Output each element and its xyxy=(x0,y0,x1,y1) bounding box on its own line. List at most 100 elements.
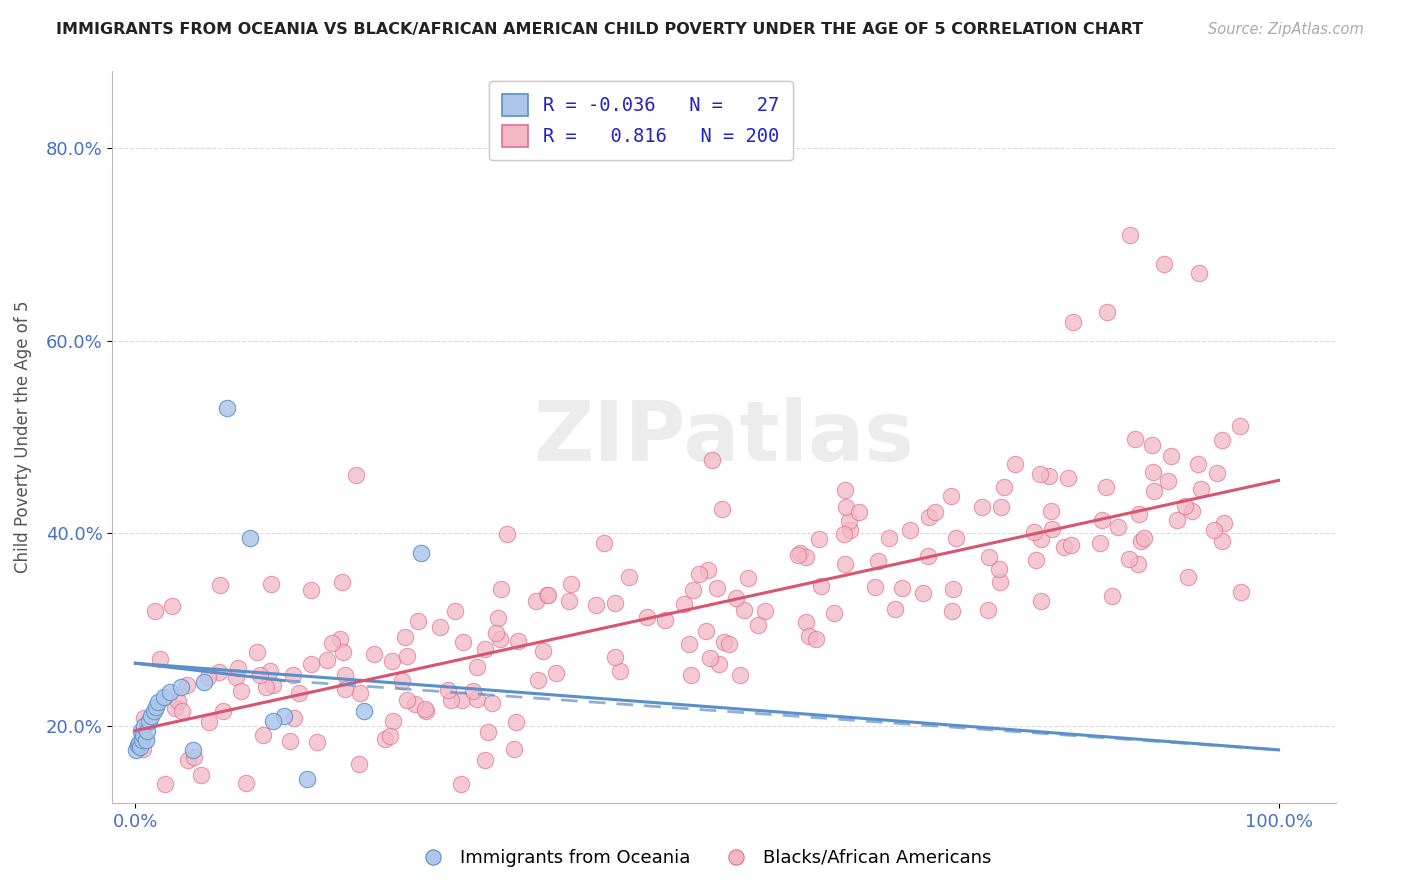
Point xyxy=(208,578,231,592)
Point xyxy=(429,620,451,634)
Point xyxy=(942,582,965,596)
Point xyxy=(413,701,436,715)
Point xyxy=(1153,257,1175,271)
Point xyxy=(134,719,156,733)
Point xyxy=(225,670,247,684)
Legend: Immigrants from Oceania, Blacks/African Americans: Immigrants from Oceania, Blacks/African … xyxy=(408,842,998,874)
Point xyxy=(505,715,527,730)
Point xyxy=(280,733,302,747)
Point xyxy=(636,610,658,624)
Point xyxy=(707,657,730,671)
Point xyxy=(381,714,404,728)
Point xyxy=(941,489,963,503)
Point xyxy=(1024,525,1046,540)
Point xyxy=(211,704,233,718)
Point xyxy=(1025,552,1047,566)
Point xyxy=(183,750,205,764)
Point xyxy=(1031,532,1053,546)
Point xyxy=(451,693,474,707)
Point xyxy=(353,705,375,719)
Point xyxy=(990,500,1012,515)
Point xyxy=(335,667,357,681)
Point xyxy=(834,500,856,515)
Point xyxy=(695,624,717,639)
Point xyxy=(799,629,821,643)
Point xyxy=(344,468,367,483)
Point xyxy=(299,657,322,671)
Point xyxy=(700,453,723,467)
Point xyxy=(728,667,751,681)
Point xyxy=(1126,558,1149,572)
Point xyxy=(316,653,339,667)
Point xyxy=(463,684,485,698)
Point xyxy=(1029,594,1052,608)
Point xyxy=(585,599,607,613)
Point xyxy=(450,776,472,790)
Point xyxy=(807,532,830,546)
Point xyxy=(558,594,581,608)
Point xyxy=(508,634,530,648)
Point xyxy=(673,597,696,611)
Point xyxy=(1062,315,1084,329)
Point xyxy=(1095,480,1118,494)
Point xyxy=(697,563,720,577)
Point xyxy=(246,644,269,658)
Point xyxy=(148,652,170,666)
Point xyxy=(176,678,198,692)
Point xyxy=(1177,570,1199,584)
Point xyxy=(329,632,352,647)
Point xyxy=(131,742,153,756)
Point xyxy=(832,526,855,541)
Point xyxy=(682,582,704,597)
Point xyxy=(1053,540,1076,554)
Point xyxy=(396,693,419,707)
Point xyxy=(128,736,150,750)
Point xyxy=(1118,551,1140,566)
Point xyxy=(977,549,1000,564)
Point xyxy=(977,603,1000,617)
Point xyxy=(481,696,503,710)
Point xyxy=(877,531,900,545)
Point xyxy=(453,635,475,649)
Point xyxy=(993,480,1015,494)
Point xyxy=(198,714,221,729)
Point xyxy=(737,571,759,585)
Point xyxy=(1211,533,1233,548)
Point xyxy=(941,604,963,618)
Point xyxy=(477,725,499,739)
Point xyxy=(924,505,946,519)
Point xyxy=(1213,516,1236,530)
Point xyxy=(1143,483,1166,498)
Point xyxy=(163,701,186,715)
Legend: R = -0.036   N =   27, R =   0.816   N = 200: R = -0.036 N = 27, R = 0.816 N = 200 xyxy=(489,81,793,160)
Point xyxy=(1206,466,1229,480)
Point xyxy=(349,685,371,699)
Point xyxy=(537,588,560,602)
Point xyxy=(332,645,354,659)
Point xyxy=(679,668,702,682)
Point xyxy=(883,602,905,616)
Point xyxy=(363,647,385,661)
Point xyxy=(141,709,163,723)
Point xyxy=(1230,585,1253,599)
Point xyxy=(396,648,419,663)
Point xyxy=(142,705,165,719)
Point xyxy=(148,695,170,709)
Point xyxy=(1107,519,1129,533)
Text: ZIPatlas: ZIPatlas xyxy=(534,397,914,477)
Point xyxy=(172,704,194,718)
Point xyxy=(330,574,353,589)
Point xyxy=(145,699,167,714)
Point xyxy=(489,582,512,596)
Point xyxy=(394,630,416,644)
Point xyxy=(503,742,526,756)
Point xyxy=(226,661,249,675)
Point xyxy=(299,582,322,597)
Point xyxy=(609,664,631,678)
Point xyxy=(1187,457,1209,471)
Point xyxy=(544,666,567,681)
Point xyxy=(839,523,862,537)
Point xyxy=(259,577,281,591)
Point xyxy=(848,505,870,519)
Point xyxy=(1202,523,1225,537)
